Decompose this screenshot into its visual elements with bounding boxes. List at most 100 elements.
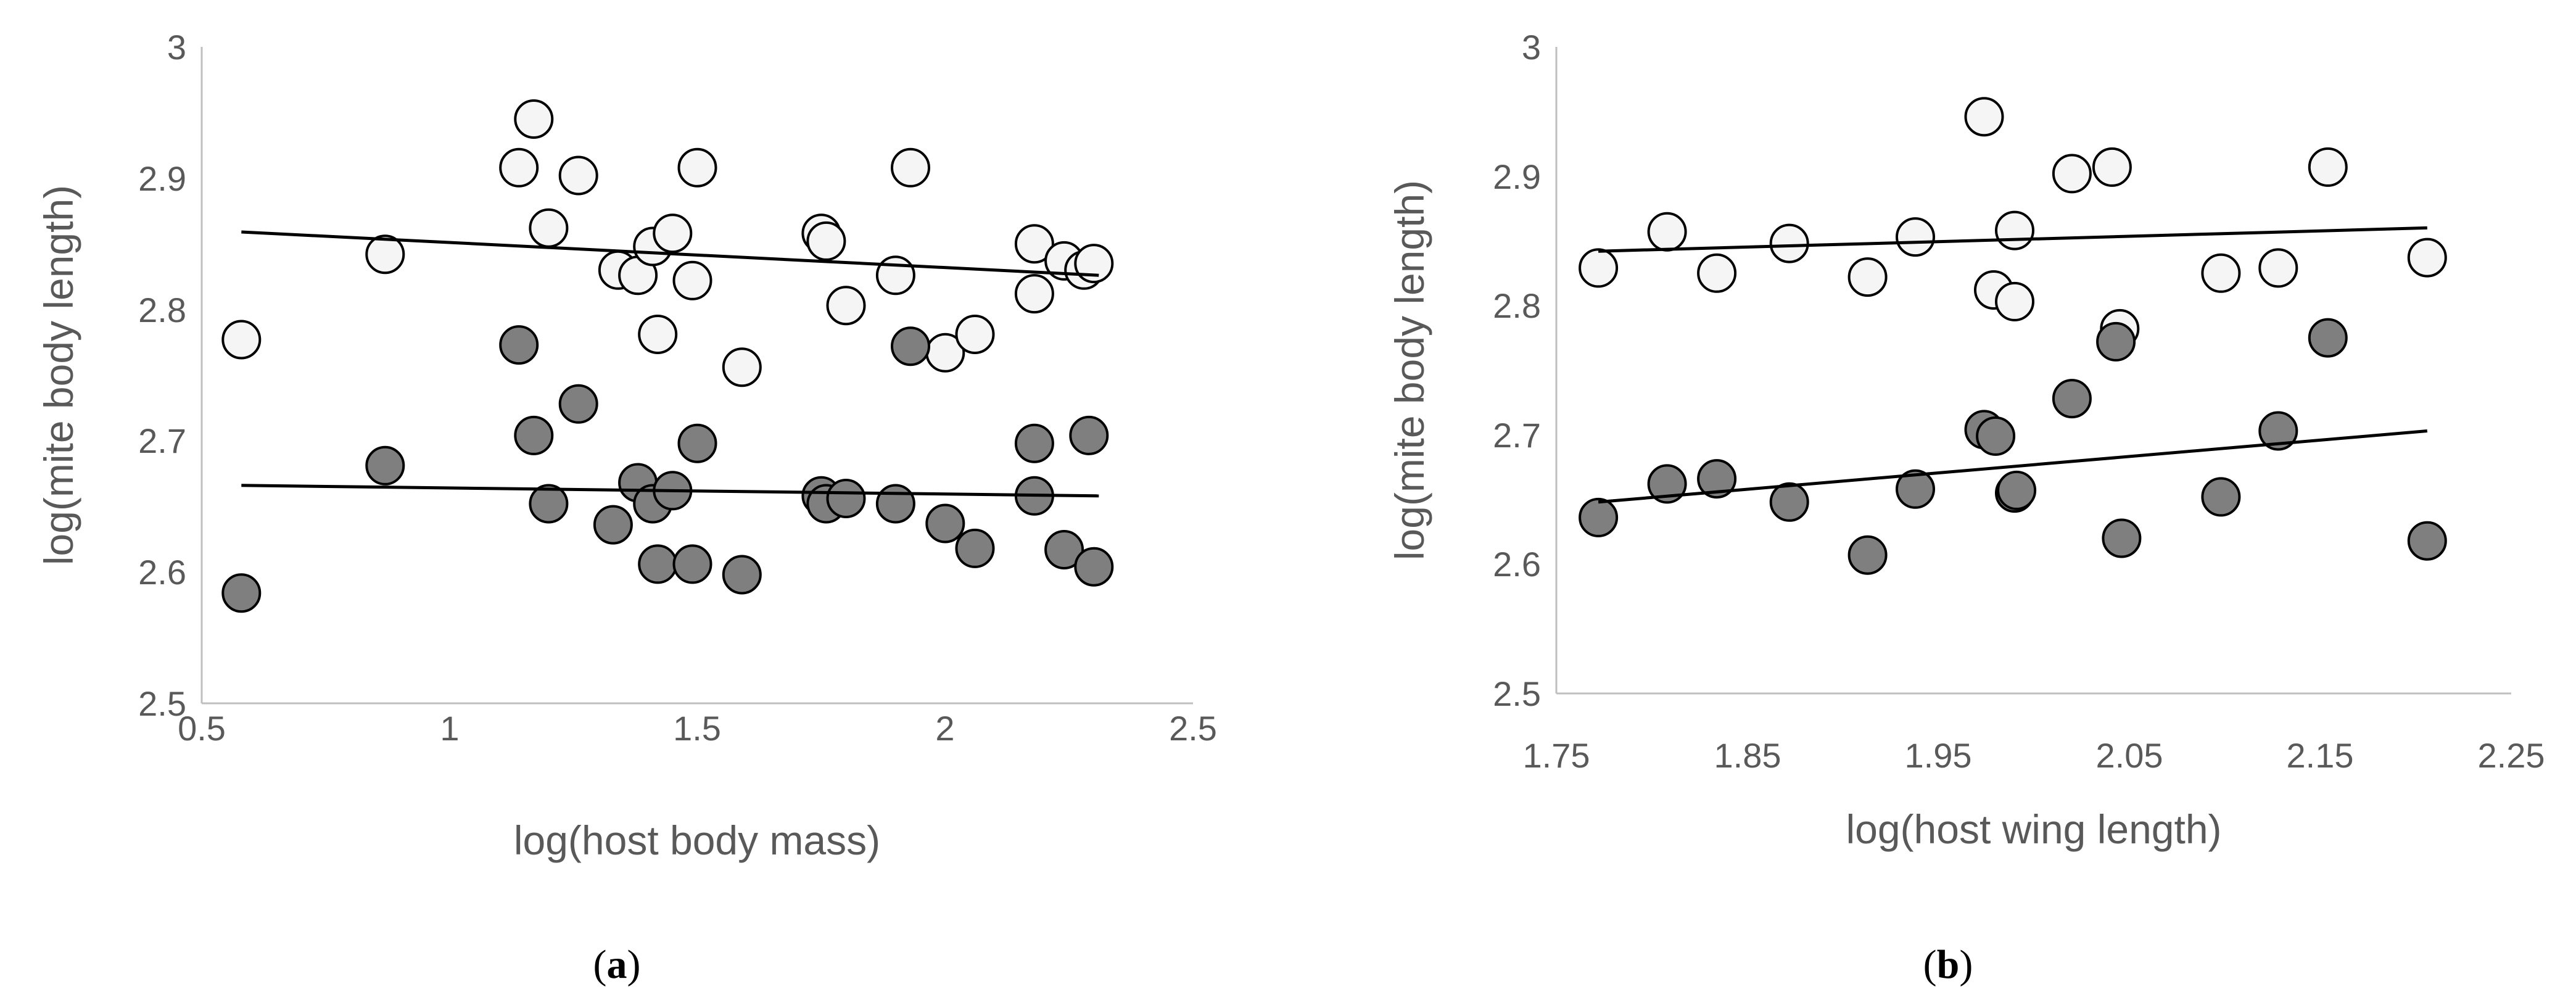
data-point-filled-25 [1074, 547, 1114, 587]
data-point-filled-12 [2102, 518, 2142, 558]
data-point-filled-20 [955, 528, 995, 568]
y-ticks-a: 2.5 2.6 2.7 2.8 2.9 3 [138, 28, 186, 723]
data-point-open-8 [1995, 281, 2034, 321]
x-axis-title-b: log(host wing length) [1846, 806, 2221, 852]
data-point-open-1 [1647, 212, 1687, 252]
data-point-filled-5 [1896, 469, 1935, 509]
x-tick-label: 1.95 [1905, 736, 1972, 775]
data-point-open-5 [1896, 217, 1935, 257]
data-point-filled-21 [1014, 423, 1054, 463]
data-point-open-16 [2407, 238, 2447, 278]
data-point-open-17 [875, 255, 915, 296]
marks-b [1579, 97, 2447, 575]
data-point-open-1 [365, 234, 405, 275]
data-point-open-15 [2308, 147, 2348, 187]
y-tick-label: 2.6 [138, 553, 186, 592]
data-point-open-14 [2258, 248, 2298, 288]
data-point-open-16 [826, 286, 866, 326]
data-point-open-11 [2092, 147, 2132, 187]
data-point-open-6 [1964, 97, 2004, 137]
data-point-open-3 [514, 99, 554, 139]
data-point-filled-17 [875, 484, 915, 524]
data-point-open-12 [677, 147, 717, 188]
data-point-filled-16 [826, 479, 866, 518]
data-point-filled-0 [1579, 497, 1619, 537]
data-point-filled-1 [1647, 464, 1687, 504]
x-tick-label: 0.5 [178, 709, 226, 748]
data-point-open-2 [1697, 253, 1737, 293]
y-tick-label: 3 [1522, 28, 1541, 67]
x-tick-label: 1 [440, 709, 459, 748]
data-point-open-13 [2201, 253, 2241, 293]
caption-letter-a: a [607, 942, 627, 987]
data-point-filled-0 [221, 573, 262, 613]
data-point-filled-9 [638, 544, 678, 584]
data-point-open-15 [806, 221, 846, 261]
x-tick-label: 2.15 [2287, 736, 2354, 775]
y-tick-label: 3 [167, 28, 186, 67]
data-point-filled-3 [1769, 482, 1809, 522]
x-tick-label: 2.05 [2096, 736, 2163, 775]
y-tick-label: 2.9 [138, 159, 186, 198]
data-point-open-11 [672, 260, 712, 300]
y-axis-title-a: log(mite body length) [36, 185, 81, 565]
data-point-filled-15 [2308, 318, 2348, 358]
data-point-open-10 [2052, 154, 2092, 194]
y-axis-title-b: log(mite body length) [1387, 180, 1432, 560]
data-point-filled-13 [722, 555, 762, 595]
data-point-filled-23 [1044, 530, 1084, 569]
data-point-filled-12 [672, 544, 712, 584]
data-point-open-20 [955, 315, 995, 354]
caption-letter-b: b [1937, 942, 1960, 987]
x-tick-label: 2 [935, 709, 954, 748]
data-point-open-9 [638, 315, 678, 354]
x-tick-label: 1.5 [673, 709, 721, 748]
data-point-open-10 [653, 213, 693, 254]
y-ticks-b: 2.5 2.6 2.7 2.8 2.9 3 [1493, 28, 1541, 713]
data-point-open-18 [891, 147, 930, 188]
x-axis-title-a: log(host body mass) [514, 817, 880, 863]
data-point-open-25 [1074, 244, 1114, 284]
y-tick-label: 2.5 [1493, 674, 1541, 713]
data-point-filled-6 [593, 505, 633, 545]
x-ticks-b: 1.75 1.85 1.95 2.05 2.15 2.25 [1523, 736, 2545, 775]
y-tick-label: 2.6 [1493, 545, 1541, 584]
data-point-filled-19 [925, 503, 965, 544]
trend-line-filled [241, 484, 1099, 498]
data-point-open-4 [1847, 257, 1888, 297]
data-point-open-22 [1014, 274, 1054, 314]
data-point-filled-24 [1069, 415, 1109, 455]
data-point-filled-4 [1847, 535, 1888, 575]
data-point-filled-3 [514, 415, 554, 455]
data-point-filled-1 [365, 445, 405, 486]
data-point-filled-11 [2096, 321, 2136, 362]
data-point-filled-2 [1697, 459, 1737, 499]
data-point-open-13 [722, 347, 762, 387]
x-tick-label: 1.85 [1714, 736, 1781, 775]
data-point-open-2 [499, 147, 539, 188]
data-point-open-4 [529, 208, 569, 248]
data-point-filled-14 [2258, 411, 2298, 451]
x-tick-label: 2.25 [2478, 736, 2545, 775]
data-point-filled-9 [1997, 470, 2037, 510]
data-point-filled-7 [1976, 416, 2016, 456]
x-ticks-a: 0.5 1 1.5 2 2.5 [178, 709, 1217, 748]
data-point-open-9 [1995, 210, 2034, 250]
panel-b: 1.75 1.85 1.95 2.05 2.15 2.25 2.5 2.6 2.… [1387, 28, 2545, 987]
data-point-open-3 [1769, 223, 1809, 263]
data-point-filled-16 [2407, 521, 2447, 561]
y-tick-label: 2.7 [1493, 416, 1541, 455]
trend-line-open [1598, 226, 2427, 253]
data-point-open-21 [1014, 224, 1054, 264]
trend-line-filled [1598, 429, 2428, 504]
data-point-filled-13 [2201, 477, 2241, 517]
marks-a [221, 99, 1114, 613]
trend-line-open [241, 230, 1099, 277]
data-point-filled-10 [2052, 379, 2092, 419]
plot-area-a [202, 47, 1193, 703]
y-tick-label: 2.9 [1493, 157, 1541, 196]
panel-a: 0.5 1 1.5 2 2.5 2.5 2.6 2.7 2.8 2.9 3 lo… [36, 28, 1217, 987]
caption-a: (a) [593, 942, 641, 987]
